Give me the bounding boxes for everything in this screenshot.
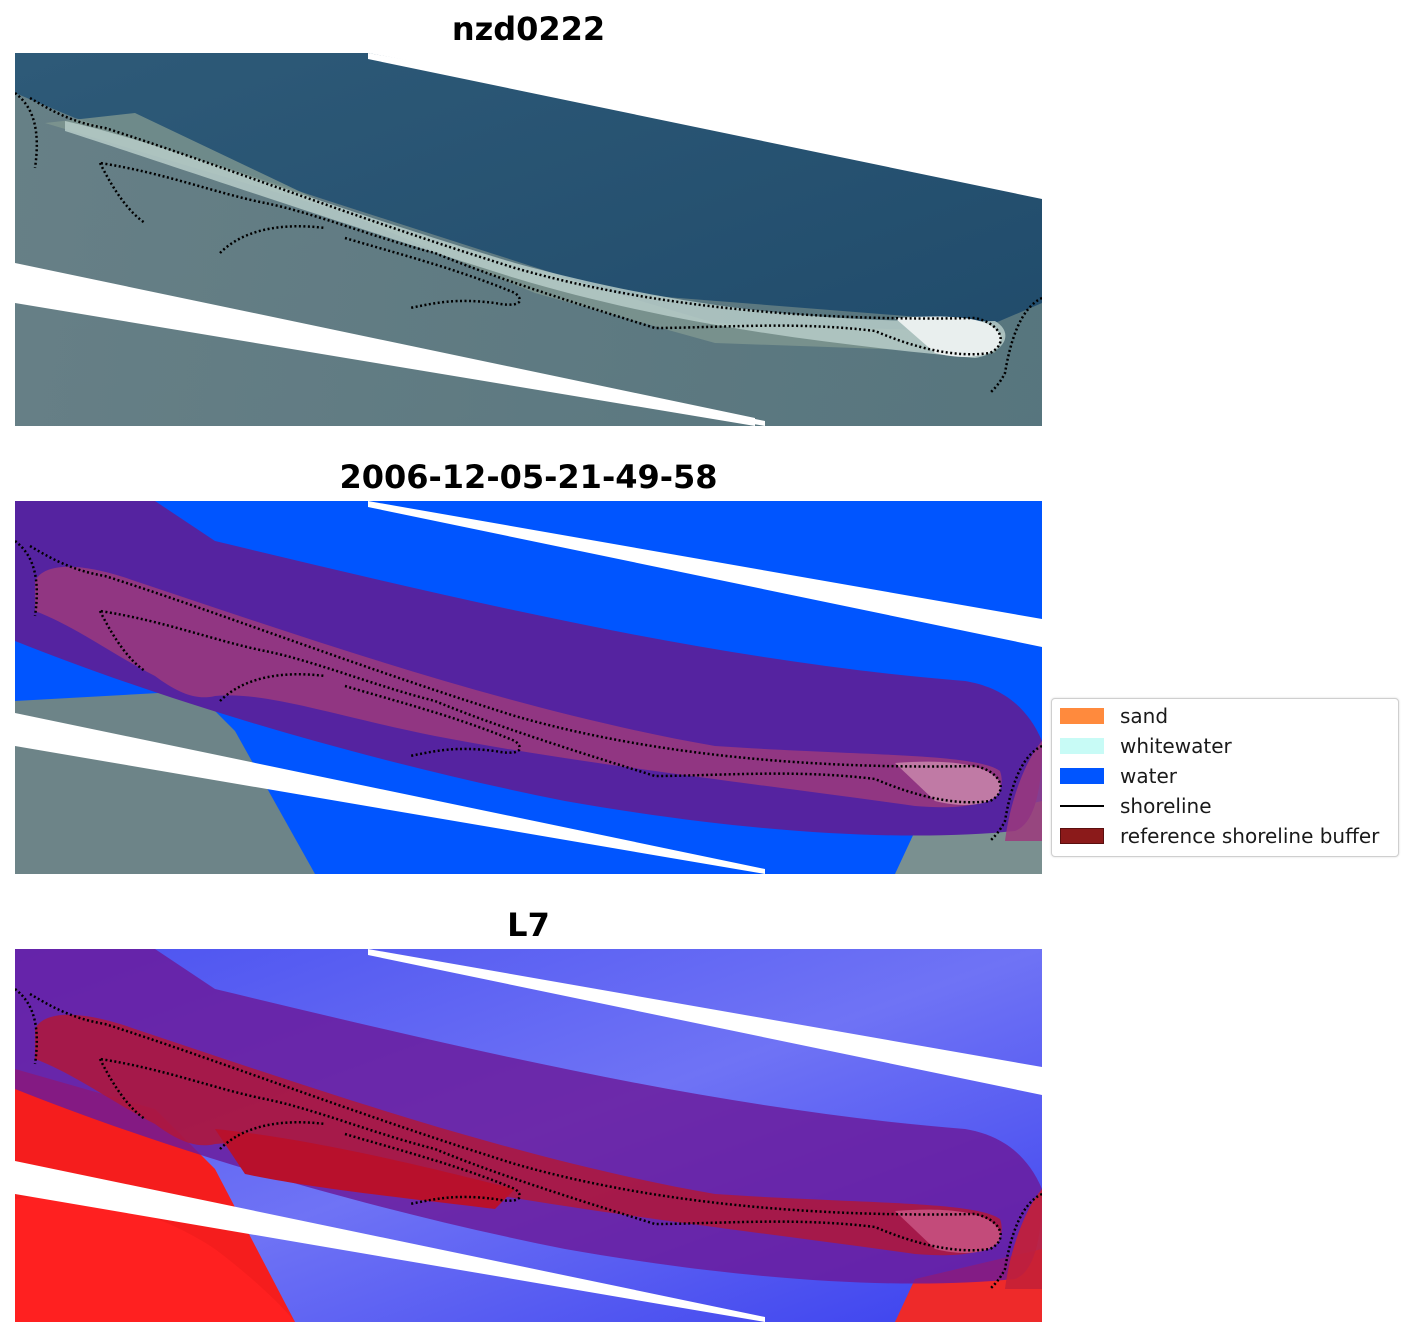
- classification-panel: [15, 501, 1042, 874]
- legend-label-sand: sand: [1120, 704, 1169, 728]
- shoreline-line-swatch: [1060, 805, 1104, 807]
- legend-item-shoreline: shoreline: [1060, 793, 1212, 819]
- legend-item-buffer: reference shoreline buffer: [1060, 823, 1379, 849]
- panel-title-l7: L7: [507, 906, 550, 944]
- legend-label-shoreline: shoreline: [1120, 794, 1212, 818]
- l7-panel: [15, 949, 1042, 1322]
- buffer-swatch: [1060, 828, 1104, 844]
- legend-label-whitewater: whitewater: [1120, 734, 1232, 758]
- legend-item-whitewater: whitewater: [1060, 733, 1232, 759]
- legend-label-buffer: reference shoreline buffer: [1120, 824, 1380, 848]
- rgb-satellite-image: [15, 53, 1042, 426]
- whitewater-swatch: [1060, 738, 1104, 754]
- sand-swatch: [1060, 708, 1104, 724]
- panel-title-rgb: nzd0222: [451, 10, 606, 48]
- legend-item-water: water: [1060, 763, 1177, 789]
- legend: sand whitewater water shoreline referenc…: [1051, 698, 1399, 857]
- water-swatch: [1060, 768, 1104, 784]
- classification-image: [15, 501, 1042, 874]
- legend-item-sand: sand: [1060, 703, 1168, 729]
- panel-title-date: 2006-12-05-21-49-58: [339, 458, 718, 496]
- legend-label-water: water: [1120, 764, 1177, 788]
- l7-index-image: [15, 949, 1042, 1322]
- rgb-image-panel: [15, 53, 1042, 426]
